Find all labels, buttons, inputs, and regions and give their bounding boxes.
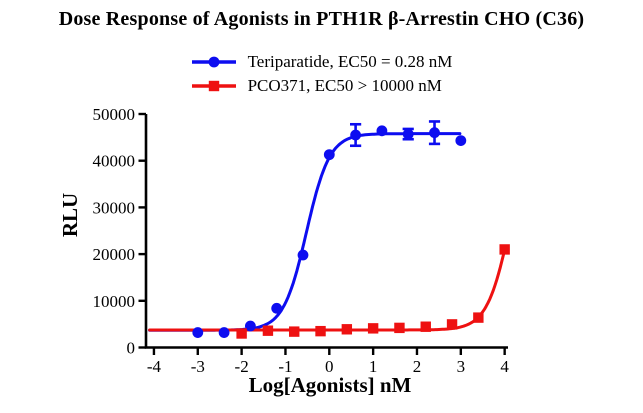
data-point xyxy=(192,327,204,338)
y-axis-label: RLU xyxy=(58,193,82,237)
x-tick-label: 2 xyxy=(413,357,422,376)
data-point xyxy=(350,129,362,141)
data-point xyxy=(420,321,431,332)
data-point xyxy=(473,312,484,323)
data-point xyxy=(446,319,458,330)
x-tick-label: 1 xyxy=(369,357,378,376)
data-point xyxy=(376,125,388,137)
x-axis-label: Log[Agonists] nM xyxy=(249,373,412,397)
axes: -4 -3 -2 -1 0 1 2 3 4 0 10000 20000 30000 40000 50000 xyxy=(93,105,510,376)
data-point xyxy=(455,135,467,147)
fit-curve-0 xyxy=(148,132,462,332)
legend: Teriparatide, EC50 = 0.28 nM PCO371, EC5… xyxy=(0,50,643,98)
x-tick-label: 0 xyxy=(325,357,334,376)
data-point xyxy=(341,324,353,335)
legend-label-teriparatide: Teriparatide, EC50 = 0.28 nM xyxy=(247,52,453,71)
data-point xyxy=(315,325,326,337)
x-tick-label: -3 xyxy=(191,357,205,376)
y-tick-label: 50000 xyxy=(93,105,136,124)
data-point xyxy=(218,327,230,338)
data-point xyxy=(271,302,283,314)
legend-label-pco371: PCO371, EC50 > 10000 nM xyxy=(247,76,442,95)
legend-item-pco371: PCO371, EC50 > 10000 nM xyxy=(191,74,453,98)
x-tick-label: -4 xyxy=(147,357,162,376)
x-tick-label: -1 xyxy=(278,357,292,376)
legend-marker-circle-icon xyxy=(191,56,236,68)
series-points-1 xyxy=(236,244,510,339)
y-tick-label: 10000 xyxy=(93,292,136,311)
data-point xyxy=(499,244,510,255)
x-tick-label: -2 xyxy=(235,357,249,376)
series-points-0 xyxy=(192,120,467,338)
x-tick-label: 3 xyxy=(457,357,466,376)
data-point xyxy=(394,322,405,334)
legend-marker-square-icon xyxy=(191,80,236,92)
fit-curve-1 xyxy=(148,251,506,332)
data-point xyxy=(244,320,256,332)
y-tick-label: 20000 xyxy=(93,245,136,264)
y-tick-label: 40000 xyxy=(93,152,136,171)
y-tick-label: 0 xyxy=(127,339,136,358)
legend-item-teriparatide: Teriparatide, EC50 = 0.28 nM xyxy=(191,50,453,74)
data-point xyxy=(236,328,247,339)
data-point xyxy=(323,149,335,161)
data-point xyxy=(367,323,379,334)
data-point xyxy=(289,326,300,337)
data-point xyxy=(297,249,309,261)
data-point xyxy=(402,128,414,140)
data-point xyxy=(262,325,274,336)
data-point xyxy=(429,127,440,139)
x-tick-label: 4 xyxy=(500,357,509,376)
chart-title: Dose Response of Agonists in PTH1R β-Arr… xyxy=(58,8,585,30)
y-tick-label: 30000 xyxy=(93,198,136,217)
